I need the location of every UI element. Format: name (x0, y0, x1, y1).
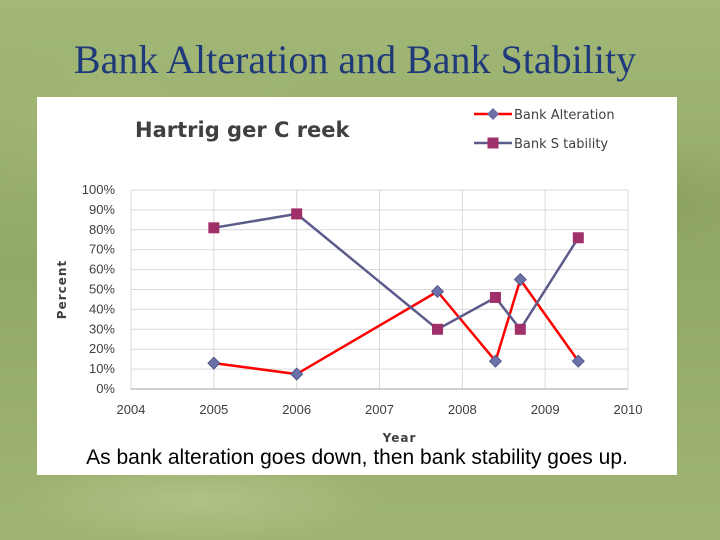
x-tick-label: 2006 (282, 402, 311, 417)
data-point-square (208, 222, 220, 234)
x-tick-label: 2005 (199, 402, 228, 417)
chart-grid (130, 189, 629, 390)
x-tick-label: 2008 (448, 402, 477, 417)
series-line-1 (213, 212, 580, 331)
y-tick-label: 30% (89, 321, 115, 336)
chart-panel: Hartrig ger C reek 100% 90% 80% 70% 60% 50% 40… (37, 97, 677, 475)
y-tick-label: 10% (89, 361, 115, 376)
data-point-diamond (571, 354, 585, 368)
series-line-0 (213, 278, 580, 376)
y-tick-label: 60% (89, 262, 115, 277)
x-tick-label: 2009 (531, 402, 560, 417)
slide-title: Bank Alteration and Bank Stability (73, 37, 637, 82)
y-tick-label: 20% (89, 341, 115, 356)
chart-title: Hartrig ger C reek (135, 118, 351, 142)
y-axis-title: Percent (55, 260, 69, 319)
y-tick-label: 70% (89, 242, 115, 257)
data-point-diamond (290, 367, 304, 381)
chart-series-markers (207, 208, 585, 381)
chart-axes: 100% 90% 80% 70% 60% 50% 40% 30% 20% 10% 0%2004 200… (82, 182, 643, 417)
data-point-diamond (488, 354, 503, 368)
data-point-diamond (207, 356, 221, 370)
x-axis-title: Year (382, 431, 417, 445)
y-tick-label: 90% (89, 202, 115, 217)
data-point-square (431, 323, 443, 335)
data-point-square (291, 208, 303, 220)
y-tick-label: 80% (89, 222, 115, 237)
legend-label-1: Bank S tability (514, 137, 608, 152)
chart-legend: Bank Alteration Bank S tability (474, 108, 615, 152)
data-point-diamond (513, 272, 527, 287)
legend-marker-square (487, 137, 499, 149)
chart-series-lines (213, 212, 580, 376)
line-chart: Hartrig ger C reek 100% 90% 80% 70% 60% 50% 40… (55, 108, 643, 445)
data-point-square (514, 323, 526, 335)
x-tick-label: 2010 (614, 402, 643, 417)
y-tick-label: 0% (96, 381, 115, 396)
slide-caption: As bank alteration goes down, then bank … (86, 446, 628, 469)
data-point-square (572, 232, 584, 244)
y-tick-label: 50% (89, 282, 115, 297)
data-point-square (489, 291, 501, 303)
y-tick-label: 100% (82, 182, 116, 197)
x-tick-label: 2007 (365, 402, 394, 417)
data-point-diamond (430, 284, 445, 299)
legend-label-0: Bank Alteration (514, 108, 615, 123)
legend-marker-diamond (487, 108, 499, 120)
y-tick-label: 40% (89, 301, 115, 316)
x-tick-label: 2004 (117, 402, 146, 417)
